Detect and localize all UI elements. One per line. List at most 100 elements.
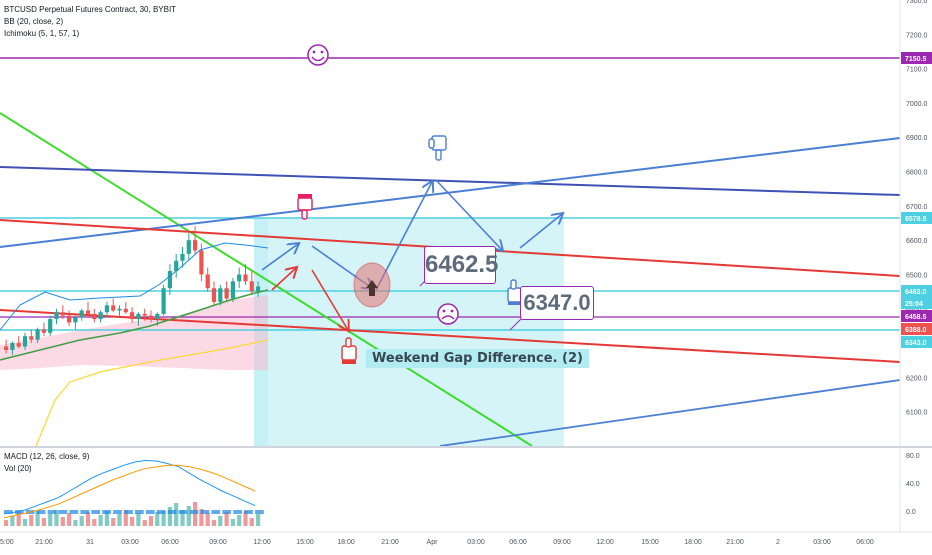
trendline-navy[interactable]: [0, 166, 901, 196]
x-tick-label: 15:00: [641, 539, 659, 546]
candle-body: [230, 281, 235, 299]
price-tag[interactable]: 6388.0: [901, 323, 932, 335]
volume-bar: [117, 514, 122, 526]
x-tick-label: 5:00: [0, 539, 14, 546]
macd-histogram-bar: [156, 510, 166, 514]
macd-pane[interactable]: [3, 459, 264, 526]
candle-body: [117, 308, 122, 311]
candle-body: [67, 315, 72, 323]
candle-body: [85, 310, 91, 314]
volume-bar: [167, 507, 172, 526]
price-tags: 7150.5 6578.5 6463.0 25:04 6458.5 6388.0 6343.…: [901, 52, 932, 348]
macd-histogram-bar: [113, 510, 122, 514]
volume-bar: [92, 519, 97, 526]
price-tag[interactable]: 6578.5: [901, 212, 932, 224]
candle-body: [79, 310, 84, 318]
volume-bar: [186, 506, 191, 526]
price-tag[interactable]: 6458.5: [901, 310, 932, 322]
ichimoku-lagging-line: [35, 339, 269, 447]
volume-bar: [224, 512, 229, 526]
projection-arrow-red-up: [271, 268, 296, 291]
volume-bar: [148, 516, 154, 526]
svg-text:7150.5: 7150.5: [905, 56, 927, 63]
candle-body: [104, 305, 109, 313]
macd-tick-label: 40.0: [906, 481, 920, 488]
macd-histogram-bar: [200, 510, 210, 514]
candle-body: [98, 312, 103, 320]
candle-body: [130, 312, 135, 320]
svg-text:6458.5: 6458.5: [905, 314, 927, 321]
weekend-gap-zone: [254, 218, 564, 446]
price-callout-6462[interactable]: 6462.5: [424, 246, 498, 284]
chart-title: BTCUSD Perpetual Futures Contract, 30, B…: [4, 5, 177, 14]
macd-histogram-bar: [124, 510, 133, 514]
volume-bar: [54, 510, 59, 526]
candle-body: [10, 343, 15, 350]
indicator-volume[interactable]: Vol (20): [4, 464, 32, 473]
macd-histogram-bar: [4, 510, 13, 514]
y-tick-label: 6200.0: [906, 375, 928, 382]
candle-body: [199, 250, 204, 275]
volume-bar: [211, 520, 217, 526]
volume-bar: [249, 518, 254, 526]
price-tag[interactable]: 6343.0: [901, 336, 932, 348]
indicator-macd[interactable]: MACD (12, 26, close, 9): [4, 452, 90, 461]
macd-line: [3, 459, 256, 515]
candle-body: [4, 346, 9, 350]
time-axis[interactable]: [0, 532, 932, 550]
volume-bar: [161, 511, 166, 526]
x-tick-label: 18:00: [337, 539, 355, 546]
volume-bar: [230, 519, 235, 526]
happy-face-icon: [307, 44, 329, 66]
candle-body: [41, 329, 46, 333]
macd-histogram-bar: [189, 510, 199, 514]
x-tick-label: 21:00: [726, 539, 744, 546]
candle-body: [161, 288, 166, 314]
price-callout-6347[interactable]: 6347.0: [520, 286, 594, 320]
bb-basis-line: [0, 289, 269, 361]
macd-histogram-bar: [47, 510, 57, 514]
x-tick-label: 09:00: [209, 539, 227, 546]
indicator-bb[interactable]: BB (20, close, 2): [4, 17, 64, 26]
price-tag[interactable]: 6463.0: [901, 285, 932, 297]
volume-bar: [180, 510, 185, 526]
x-tick-label: 06:00: [161, 539, 179, 546]
volume-bar: [155, 512, 160, 526]
x-tick-label: 09:00: [553, 539, 571, 546]
macd-histogram-bar: [222, 510, 232, 514]
candle-body: [123, 308, 128, 313]
x-tick-label: 31: [86, 539, 94, 546]
y-tick-label: 6700.0: [906, 204, 928, 211]
candle-body: [237, 274, 242, 282]
volume-bar: [218, 516, 223, 526]
candle-body: [148, 315, 154, 320]
sad-face-icon: [437, 303, 459, 325]
trendline-green[interactable]: [0, 112, 533, 447]
y-tick-label: 7100.0: [906, 67, 928, 74]
volume-bar: [237, 515, 242, 526]
volume-bar: [130, 517, 135, 526]
macd-tick-label: 80.0: [906, 453, 920, 460]
candle-body: [218, 288, 223, 302]
volume-bar: [10, 516, 15, 526]
y-tick-label: 6900.0: [906, 135, 928, 142]
candlestick-series[interactable]: [4, 226, 261, 356]
trendline-blue-lower[interactable]: [439, 379, 901, 447]
indicator-ichimoku[interactable]: Ichimoku (5, 1, 57, 1): [4, 29, 80, 38]
y-tick-label: 6600.0: [906, 238, 928, 245]
x-tick-label: 03:00: [121, 539, 139, 546]
candle-body: [48, 319, 53, 333]
projection-arrow-blue-1: [261, 244, 298, 271]
price-tag[interactable]: 25:04: [901, 297, 932, 309]
candle-body: [249, 281, 254, 292]
candle-body: [35, 329, 40, 340]
volume-bar: [79, 516, 84, 526]
candle-body: [193, 240, 198, 251]
y-tick-label: 7200.0: [906, 32, 928, 39]
macd-histogram-bar: [211, 510, 221, 514]
volume-bar: [60, 517, 65, 526]
projection-arrow-blue-4: [435, 179, 502, 250]
price-tag[interactable]: 7150.5: [901, 52, 932, 64]
